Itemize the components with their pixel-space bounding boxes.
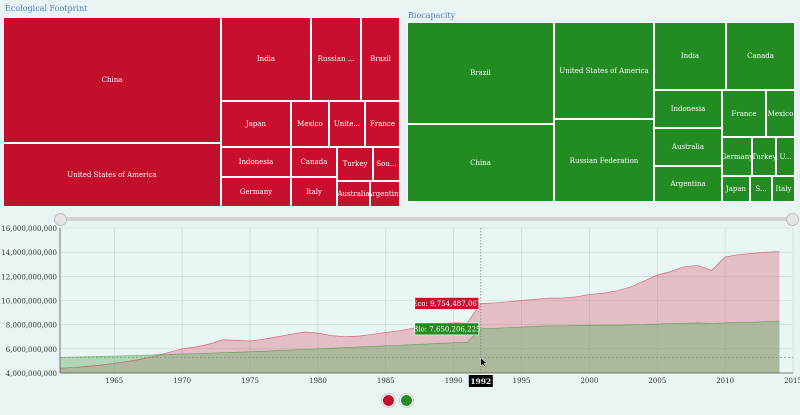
bio-cell-mexico[interactable]: Mexico xyxy=(766,90,795,137)
bio-cell-turkey[interactable]: Turkey xyxy=(752,137,776,176)
bio-cell-s[interactable]: S... xyxy=(750,176,772,202)
area-eco[interactable] xyxy=(60,251,780,373)
y-tick-label: 12,000,000,000 xyxy=(1,273,57,281)
eco-cell-india[interactable]: India xyxy=(221,17,311,101)
eco-cell-france[interactable]: France xyxy=(365,101,400,147)
eco-tooltip-text: Eco: 9,754,487,067 xyxy=(412,300,481,308)
bio-cell-china[interactable]: China xyxy=(407,124,554,202)
bio-cell-japan[interactable]: Japan xyxy=(722,176,750,202)
eco-cell-indonesia[interactable]: Indonesia xyxy=(221,147,291,177)
slider-track[interactable] xyxy=(60,217,793,221)
legend-eco-dot[interactable] xyxy=(382,394,395,407)
x-tick-label: 1990 xyxy=(445,377,463,385)
y-tick-label: 6,000,000,000 xyxy=(6,346,57,354)
eco-tooltip-box xyxy=(414,297,480,310)
y-tick-label: 16,000,000,000 xyxy=(1,225,57,233)
eco-cell-mexico[interactable]: Mexico xyxy=(291,101,329,147)
x-tick-label: 2015 xyxy=(784,377,800,385)
x-tick-label: 1970 xyxy=(173,377,191,385)
slider-right-handle[interactable] xyxy=(786,213,799,226)
eco-panel-title: Ecological Footprint xyxy=(5,4,88,13)
x-tick-label: 1995 xyxy=(513,377,531,385)
selected-year-box[interactable] xyxy=(468,375,493,387)
eco-cell-south[interactable]: Sou... xyxy=(373,147,400,181)
eco-cell-turkey[interactable]: Turkey xyxy=(337,147,373,181)
year-range-slider[interactable] xyxy=(54,213,799,226)
area-bio[interactable] xyxy=(60,321,780,373)
bio-cell-brazil[interactable]: Brazil xyxy=(407,22,554,124)
mouse-cursor-icon xyxy=(480,357,488,368)
y-tick-label: 4,000,000,000 xyxy=(6,370,57,378)
bio-tooltip-box xyxy=(414,322,480,336)
x-tick-label: 2000 xyxy=(580,377,598,385)
x-tick-label: 2010 xyxy=(716,377,734,385)
legend-bio-dot[interactable] xyxy=(400,394,413,407)
eco-cell-australia[interactable]: Australia xyxy=(337,181,370,207)
eco-cell-italy[interactable]: Italy xyxy=(291,177,337,207)
eco-cell-argentina[interactable]: Argentina xyxy=(370,181,400,207)
eco-cell-brazil[interactable]: Brazil xyxy=(361,17,400,101)
eco-cell-russia[interactable]: Russian ... xyxy=(311,17,361,101)
selected-year-label: 1992 xyxy=(470,377,491,386)
eco-cell-japan[interactable]: Japan xyxy=(221,101,291,147)
bio-treemap: Brazil China United States of America Ru… xyxy=(407,22,795,202)
eco-cell-germany[interactable]: Germany xyxy=(221,177,291,207)
eco-treemap: China United States of America India Rus… xyxy=(3,17,400,207)
bio-cell-usa[interactable]: United States of America xyxy=(554,22,654,119)
bio-tooltip-text: Bio: 7,650,206,225 xyxy=(413,325,480,333)
bio-cell-u[interactable]: U... xyxy=(776,137,795,176)
eco-cell-uk[interactable]: Unite... xyxy=(329,101,365,147)
x-tick-label: 1980 xyxy=(309,377,327,385)
x-tick-label: 2005 xyxy=(648,377,666,385)
y-tick-label: 14,000,000,000 xyxy=(1,249,57,257)
y-tick-label: 10,000,000,000 xyxy=(1,298,57,306)
bio-cell-russia[interactable]: Russian Federation xyxy=(554,119,654,202)
x-tick-label: 1975 xyxy=(241,377,259,385)
bio-cell-france[interactable]: France xyxy=(722,90,766,137)
bio-cell-germany[interactable]: Germany xyxy=(722,137,752,176)
slider-left-handle[interactable] xyxy=(54,213,67,226)
x-tick-label: 1965 xyxy=(105,377,123,385)
bio-panel-title: Biocapacity xyxy=(408,11,456,20)
x-tick-label: 1985 xyxy=(377,377,395,385)
eco-cell-canada[interactable]: Canada xyxy=(291,147,337,177)
bio-cell-argentina[interactable]: Argentina xyxy=(654,166,722,202)
bio-cell-italy[interactable]: Italy xyxy=(772,176,795,202)
eco-cell-china[interactable]: China xyxy=(3,17,221,143)
bio-cell-australia[interactable]: Australia xyxy=(654,128,722,166)
area-chart[interactable]: 4,000,000,000 6,000,000,000 8,000,000,000 1… xyxy=(0,220,800,390)
bio-cell-indonesia[interactable]: Indonesia xyxy=(654,90,722,128)
line-bio xyxy=(59,320,780,358)
eco-cell-usa[interactable]: United States of America xyxy=(3,143,221,207)
bio-cell-canada[interactable]: Canada xyxy=(726,22,795,90)
bio-cell-india[interactable]: India xyxy=(654,22,726,90)
y-tick-label: 8,000,000,000 xyxy=(6,322,57,330)
